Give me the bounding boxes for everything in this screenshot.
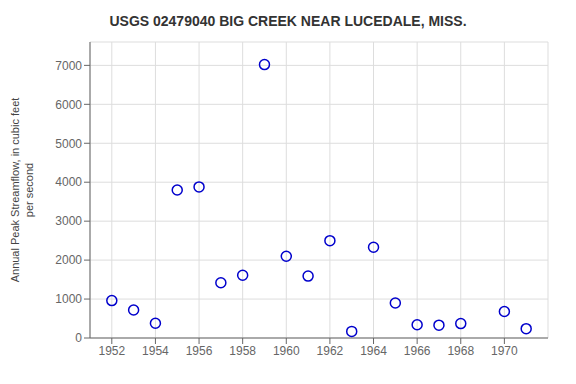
svg-text:5000: 5000	[55, 137, 82, 151]
svg-text:3000: 3000	[55, 214, 82, 228]
svg-text:7000: 7000	[55, 59, 82, 73]
svg-text:1968: 1968	[447, 344, 474, 358]
svg-text:1000: 1000	[55, 292, 82, 306]
svg-text:1960: 1960	[273, 344, 300, 358]
svg-text:6000: 6000	[55, 98, 82, 112]
svg-text:1956: 1956	[186, 344, 213, 358]
svg-text:1952: 1952	[98, 344, 125, 358]
html-text:USGS 02479040 BIG CREEK NEAR L: USGS 02479040 BIG CREEK NEAR LUCEDALE, M…	[109, 13, 467, 29]
svg-text:1970: 1970	[491, 344, 518, 358]
svg-text:1964: 1964	[360, 344, 387, 358]
svg-text:1966: 1966	[404, 344, 431, 358]
svg-text:1954: 1954	[142, 344, 169, 358]
svg-text:4000: 4000	[55, 175, 82, 189]
svg-text:0: 0	[75, 331, 82, 345]
svg-text:2000: 2000	[55, 253, 82, 267]
svg-text:1958: 1958	[229, 344, 256, 358]
svg-text:1962: 1962	[317, 344, 344, 358]
svg-text:Annual Peak Streamflow, in cub: Annual Peak Streamflow, in cubic feetper…	[9, 98, 35, 283]
